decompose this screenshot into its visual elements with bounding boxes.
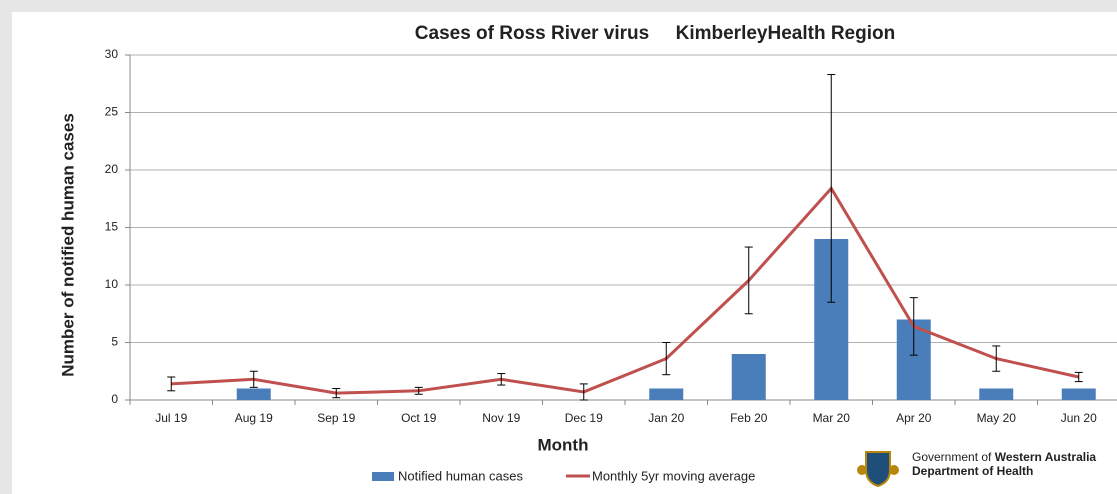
x-tick-label: Jun 20 — [1061, 411, 1097, 425]
x-axis-title: Month — [538, 435, 589, 454]
logo-supporter — [889, 465, 899, 475]
x-tick-label: May 20 — [977, 411, 1017, 425]
logo-text-normal: Government of — [912, 450, 995, 464]
y-tick-label: 0 — [111, 392, 118, 406]
y-tick-label: 15 — [105, 220, 119, 234]
y-tick-label: 5 — [111, 335, 118, 349]
legend-swatch — [372, 472, 394, 481]
error-bar — [497, 373, 506, 386]
x-tick-label: Feb 20 — [730, 411, 768, 425]
logo-crest — [865, 451, 891, 488]
bar — [649, 388, 684, 400]
logo-text-bold: Western Australia — [995, 450, 1097, 464]
error-bar — [1074, 371, 1083, 383]
bar — [236, 388, 271, 400]
x-tick-label: Jul 19 — [155, 411, 187, 425]
error-bar — [992, 345, 1001, 372]
error-bar — [909, 297, 918, 356]
logo: Government of Western Australia Departme… — [857, 448, 1096, 488]
y-tick-label: 30 — [105, 47, 119, 61]
y-axis-title: Number of notified human cases — [58, 113, 77, 377]
y-tick-label: 10 — [105, 277, 119, 291]
legend-label: Monthly 5yr moving average — [592, 468, 755, 483]
logo-text: Government of Western Australia — [912, 450, 1096, 464]
x-tick-label: Oct 19 — [401, 411, 437, 425]
x-tick-label: Aug 19 — [235, 411, 273, 425]
x-tick-label: Mar 20 — [813, 411, 851, 425]
y-tick-label: 20 — [105, 162, 119, 176]
error-bar — [167, 376, 176, 392]
chart-background — [12, 12, 1117, 494]
error-bar — [579, 383, 588, 401]
bar — [1061, 388, 1096, 400]
legend-label: Notified human cases — [398, 468, 524, 483]
line — [171, 185, 1080, 395]
bar — [979, 388, 1014, 400]
x-tick-label: Nov 19 — [482, 411, 520, 425]
error-bar — [249, 370, 258, 388]
x-tick-label: Apr 20 — [896, 411, 932, 425]
error-bar — [332, 388, 341, 399]
chart-title: Cases of Ross River virus KimberleyHealt… — [415, 23, 895, 44]
bar — [731, 354, 766, 400]
x-tick-label: Jan 20 — [648, 411, 684, 425]
error-bar — [662, 342, 671, 376]
error-bar — [744, 246, 753, 315]
x-tick-label: Dec 19 — [565, 411, 603, 425]
logo-supporter — [857, 465, 867, 475]
error-bar — [827, 74, 836, 303]
y-tick-label: 25 — [105, 105, 119, 119]
x-tick-label: Sep 19 — [317, 411, 355, 425]
error-bar — [414, 386, 423, 395]
logo-text: Department of Health — [912, 464, 1033, 478]
